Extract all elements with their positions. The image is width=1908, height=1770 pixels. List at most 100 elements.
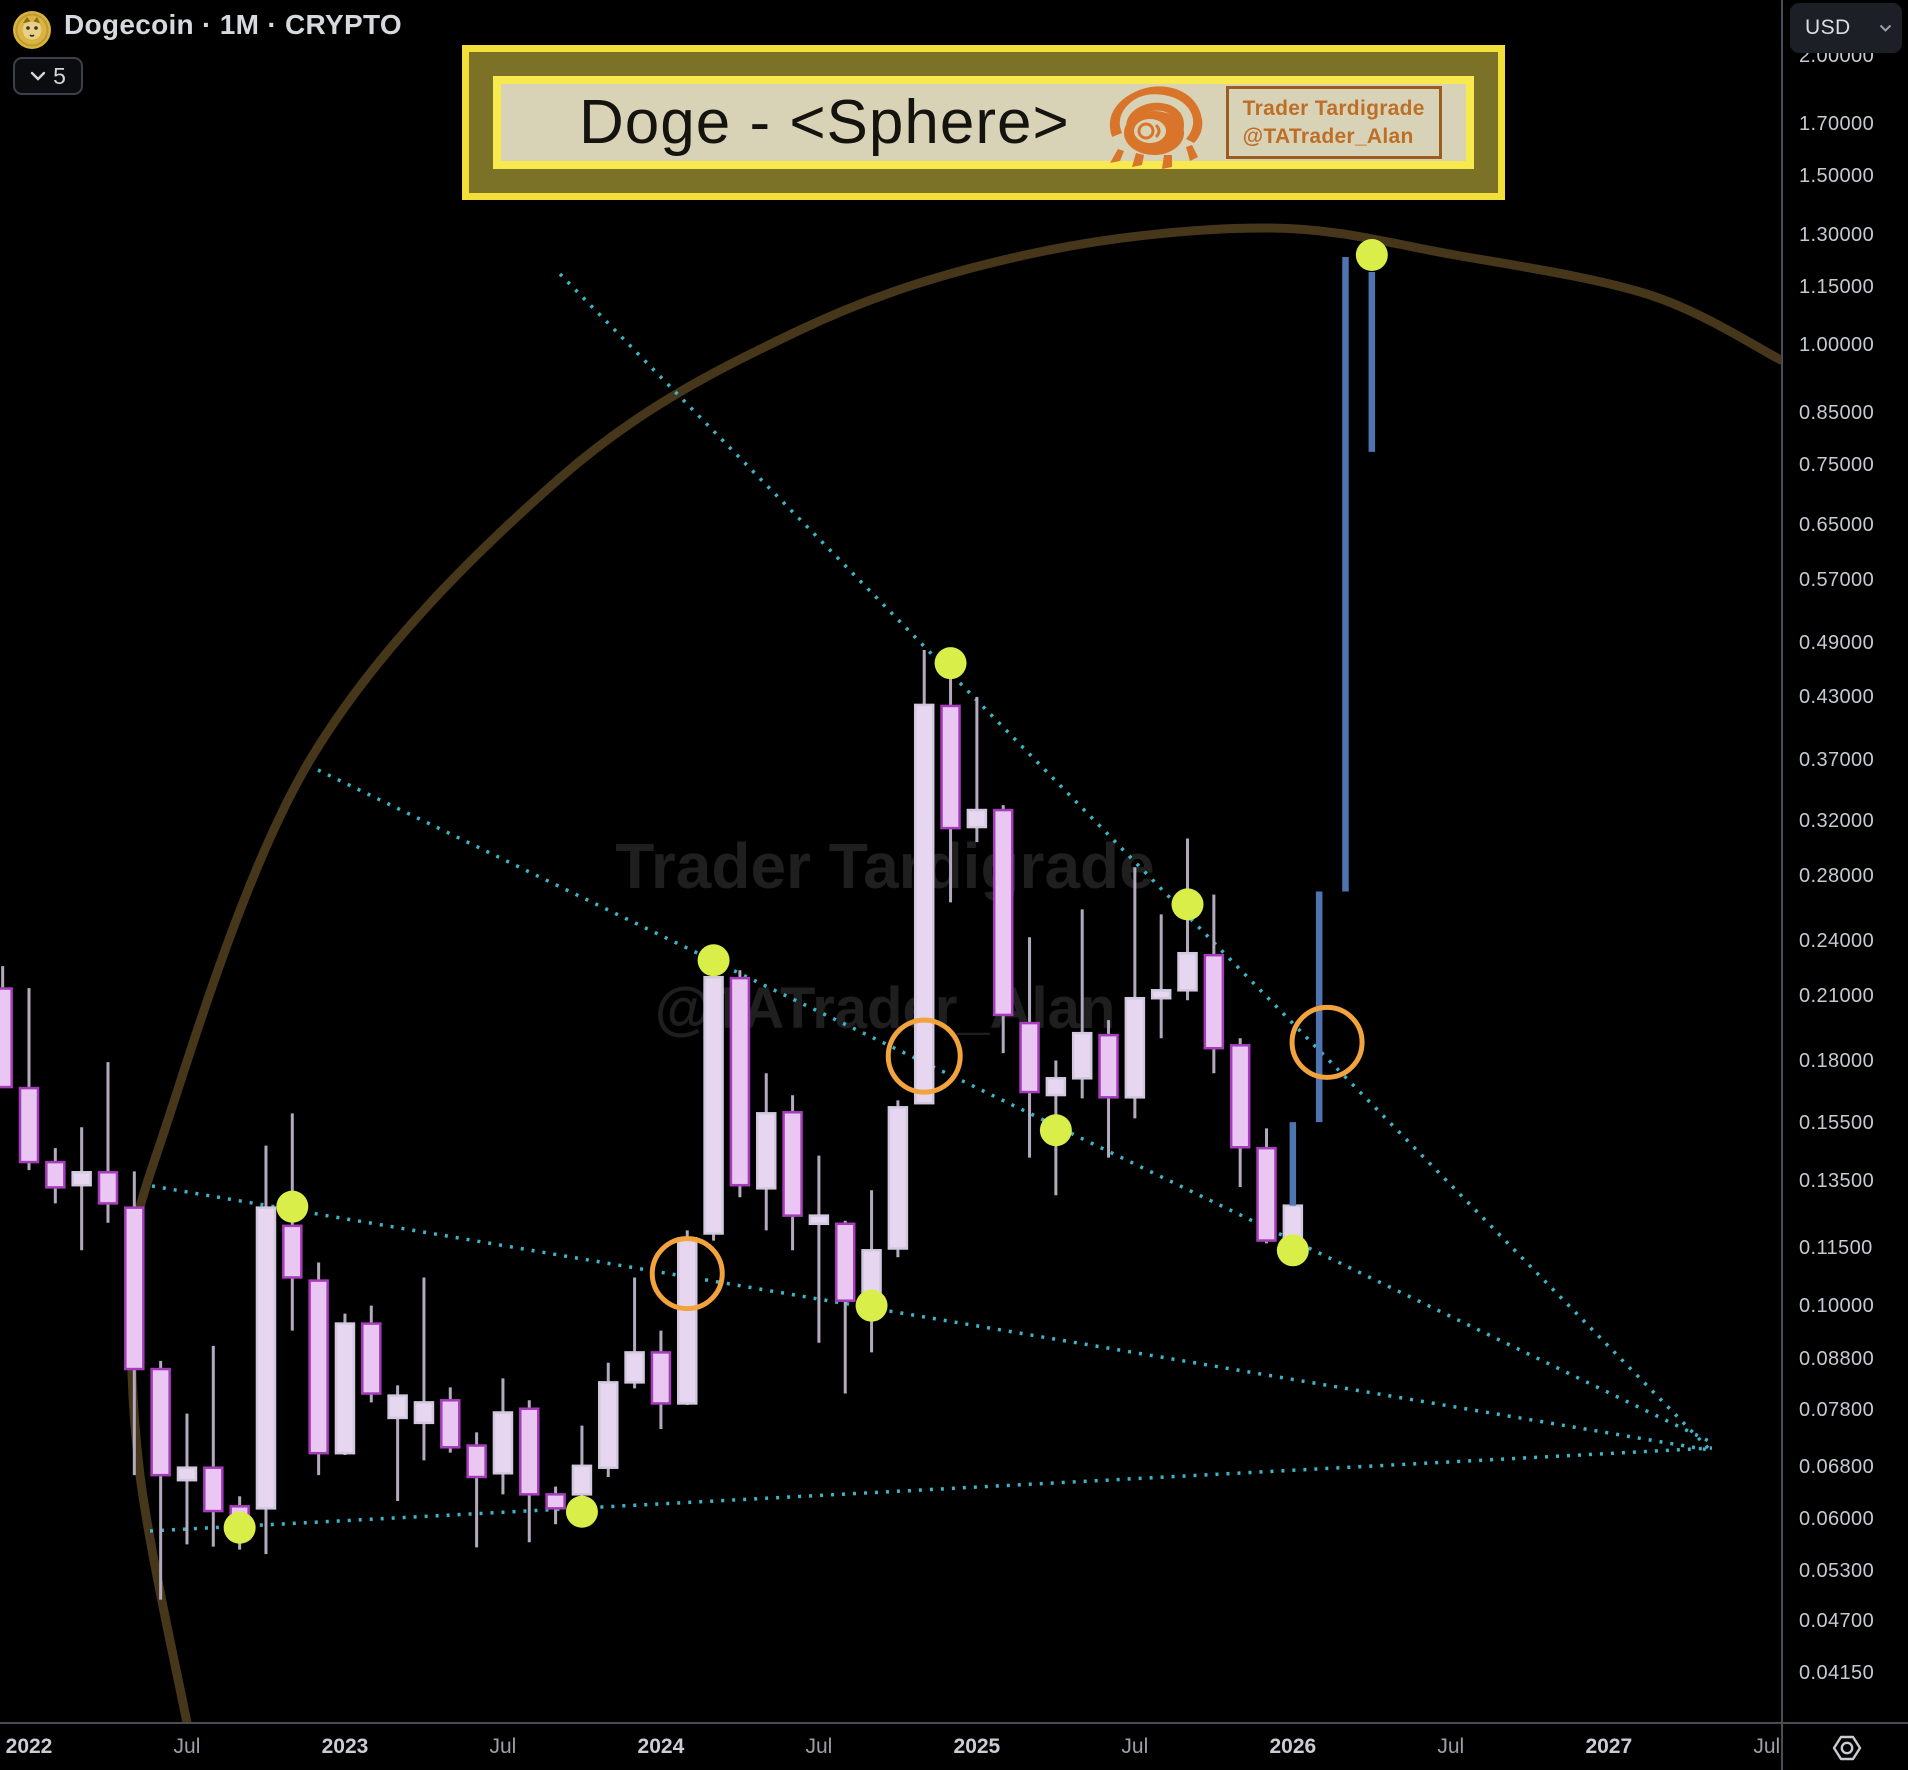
chevron-down-icon [1879, 24, 1892, 32]
candle-body-2026-01 [1282, 1204, 1304, 1239]
price-axis-label: 0.18000 [1799, 1049, 1875, 1072]
chevron-down-icon [30, 71, 46, 81]
ellipse-marker [1289, 1004, 1365, 1080]
price-axis-label: 1.00000 [1799, 334, 1875, 356]
candle-body-2022-11 [282, 1224, 303, 1279]
brand-box: Trader Tardigrade @TATrader_Alan [1225, 86, 1442, 159]
time-axis-label: Jul [805, 1735, 833, 1758]
price-axis-label: 0.21000 [1799, 985, 1875, 1008]
candle-body-2023-12 [624, 1351, 645, 1384]
collapse-count-label: 5 [53, 62, 66, 89]
candle-body-2022-08 [203, 1466, 224, 1513]
candle-body-2025-11 [1229, 1044, 1251, 1149]
time-axis[interactable]: 2022 Jul 2023 Jul 2024 Jul 2025 Jul 2026 Jul 2027 J… [0, 1722, 1781, 1770]
price-axis-label: 0.13500 [1799, 1169, 1875, 1192]
candle-body-2022-06 [150, 1367, 171, 1477]
price-axis-label: 0.65000 [1799, 513, 1875, 536]
candle-body-2023-07 [492, 1411, 514, 1475]
watermark-line1: Trader Tardigrade [615, 830, 1154, 902]
currency-selector-button[interactable]: USD [1790, 3, 1902, 53]
candle-body-2024-10 [887, 1106, 909, 1250]
currency-label: USD [1805, 16, 1851, 39]
marker-dot [1039, 1114, 1072, 1147]
marker-dot [1171, 888, 1204, 921]
time-axis-label: Jul [489, 1735, 517, 1758]
candle-body-2023-01 [334, 1322, 356, 1455]
symbol-title[interactable]: Dogecoin · 1M · CRYPTO [64, 9, 402, 40]
candle-body-2023-03 [387, 1394, 408, 1420]
candle-body-2025-10 [1203, 953, 1225, 1050]
tardigrade-logo-icon [1109, 85, 1202, 169]
candle-body-2025-05 [1071, 1031, 1093, 1080]
candle-body-2023-06 [466, 1444, 487, 1479]
price-axis-label: 1.15000 [1799, 275, 1875, 298]
candle-body-2022-07 [176, 1466, 198, 1482]
candle-body-2024-03 [703, 975, 724, 1235]
price-axis-label: 1.30000 [1799, 224, 1875, 247]
candle-body-2022-02 [45, 1160, 66, 1189]
candle-body-2025-08 [1150, 989, 1172, 1000]
candle-body-2025-02 [992, 808, 1014, 1017]
time-axis-label: Jul [1121, 1735, 1149, 1758]
candle-body-2024-12 [940, 704, 961, 830]
candle-body-2024-04 [729, 976, 751, 1187]
price-axis-label: 0.10000 [1799, 1295, 1875, 1318]
title-banner: Doge - <Sphere> T [462, 45, 1505, 200]
candle-body-2022-03 [71, 1171, 92, 1187]
candle-body-2024-05 [755, 1112, 777, 1190]
candle-body-2025-12 [1256, 1146, 1277, 1242]
ellipse-marker [649, 1236, 725, 1312]
price-axis-label: 0.57000 [1799, 568, 1875, 591]
marker-dot [223, 1511, 256, 1544]
trendline-3 [151, 1184, 1710, 1452]
sphere-arc [126, 223, 1781, 1722]
candle-body-2023-05 [440, 1399, 461, 1449]
price-axis-label: 0.04700 [1799, 1610, 1875, 1633]
candle-body-2021-12 [0, 987, 13, 1089]
banner-inner: Doge - <Sphere> T [493, 76, 1474, 169]
chart-canvas[interactable]: Trader Tardigrade @TATrader_Alan [0, 0, 1781, 1722]
time-axis-label: 2022 [5, 1735, 53, 1758]
candle-body-2022-04 [97, 1171, 119, 1205]
time-axis-label: Jul [173, 1735, 201, 1758]
price-axis-label: 1.50000 [1799, 164, 1875, 187]
collapse-candles-button[interactable]: 5 [13, 57, 83, 95]
candle-body-2022-01 [18, 1086, 40, 1164]
candle-body-2025-03 [1019, 1021, 1040, 1094]
price-axis-label: 0.07800 [1799, 1398, 1875, 1421]
candle-body-2022-12 [308, 1279, 329, 1455]
marker-dot [855, 1289, 888, 1322]
trendline-4 [149, 1446, 1713, 1533]
price-axis-label: 0.05300 [1799, 1560, 1875, 1583]
brand-name: Trader Tardigrade [1242, 97, 1425, 121]
time-axis-label: 2026 [1269, 1735, 1317, 1758]
time-axis-label: 2027 [1585, 1735, 1633, 1758]
candle-body-2024-06 [782, 1111, 803, 1217]
candle-body-2023-10 [571, 1464, 593, 1496]
marker-dot [565, 1495, 598, 1528]
axis-settings-corner[interactable] [1781, 1722, 1908, 1770]
marker-dot [1355, 239, 1388, 272]
time-axis-label: 2025 [953, 1735, 1001, 1758]
banner-frame: Doge - <Sphere> T [469, 52, 1498, 193]
time-axis-label: 2023 [321, 1735, 369, 1758]
candle-body-2024-01 [650, 1351, 672, 1405]
price-axis-label: 0.32000 [1799, 809, 1875, 832]
candle-body-2024-11 [913, 703, 935, 1105]
price-axis[interactable]: USD 2.00000 1.70000 1.50000 1.30000 1.15000 1… [1781, 0, 1908, 1770]
candle-body-2023-02 [361, 1322, 382, 1395]
time-axis-label: 2024 [637, 1735, 685, 1758]
candle-body-2023-08 [519, 1407, 540, 1496]
candle-body-2022-10 [255, 1206, 277, 1510]
marker-dot [934, 647, 967, 680]
price-axis-label: 0.49000 [1799, 631, 1875, 654]
price-axis-label: 0.06000 [1799, 1508, 1875, 1531]
candle-body-2024-02 [677, 1237, 698, 1405]
price-axis-label: 0.37000 [1799, 749, 1875, 771]
dogecoin-logo-icon [13, 11, 51, 49]
candle-body-2025-07 [1124, 996, 1146, 1099]
price-axis-label: 0.11500 [1799, 1236, 1873, 1259]
price-axis-label: 0.24000 [1799, 929, 1875, 952]
gear-icon[interactable] [1829, 1730, 1865, 1766]
